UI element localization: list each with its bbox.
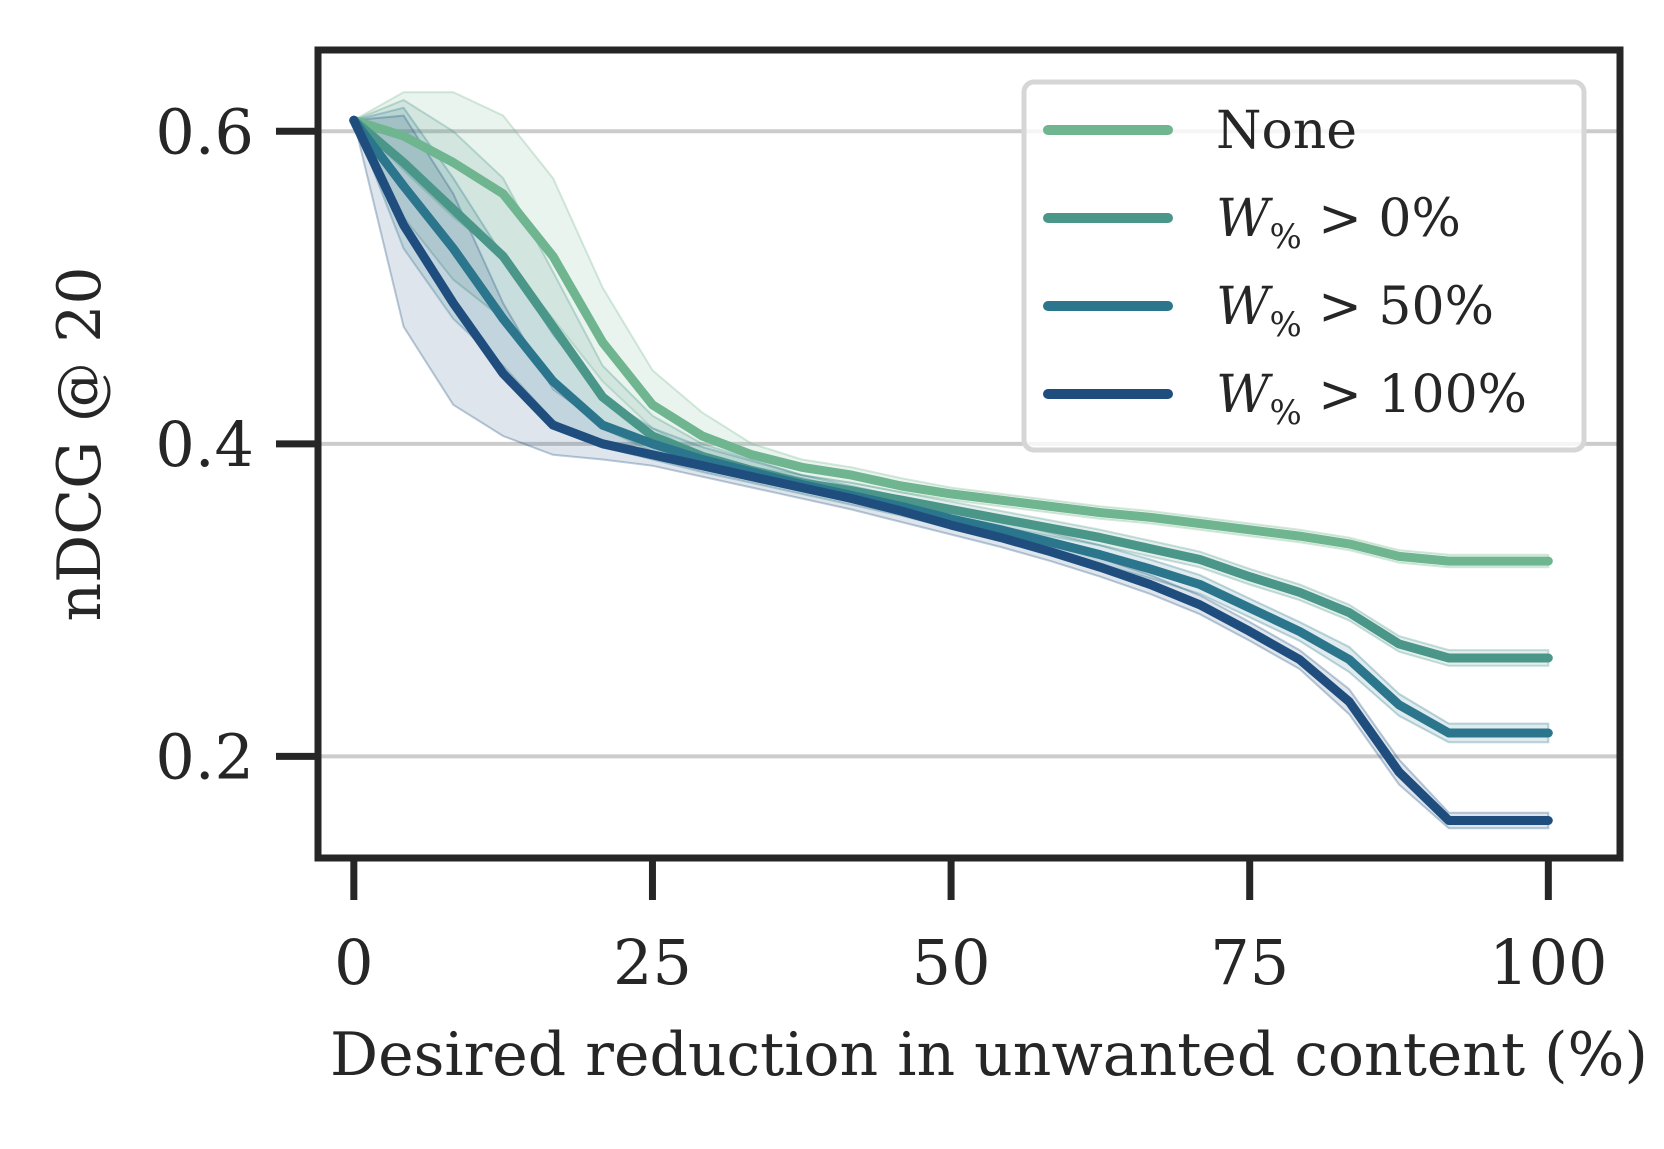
series-line xyxy=(349,115,1553,738)
series-line xyxy=(349,115,1553,663)
x-tick-label: 0 xyxy=(334,926,373,999)
x-tick-label: 50 xyxy=(912,926,991,999)
y-tick-label: 0.2 xyxy=(155,720,254,793)
legend-label: W% > 0% xyxy=(1216,189,1461,257)
y-tick-label: 0.4 xyxy=(155,408,254,481)
y-tick-label: 0.6 xyxy=(155,95,254,168)
series-lines xyxy=(349,115,1553,825)
y-axis-label: nDCG @ 20 xyxy=(45,266,115,621)
legend: None W% > 0% W% > 50% W% > 100% xyxy=(1021,79,1587,453)
legend-label: W% > 50% xyxy=(1216,277,1494,345)
y-axis-ticks: 0.2 0.4 0.6 xyxy=(155,95,318,793)
x-tick-label: 100 xyxy=(1489,926,1607,999)
legend-box xyxy=(1021,79,1587,453)
legend-label: W% > 100% xyxy=(1216,365,1527,433)
legend-label: None xyxy=(1216,101,1357,161)
x-axis-label: Desired reduction in unwanted content (%… xyxy=(330,1020,1648,1090)
plot-frame xyxy=(314,46,1624,862)
x-tick-label: 75 xyxy=(1210,926,1289,999)
x-axis-ticks: 0 25 50 75 100 xyxy=(334,858,1608,999)
series-line xyxy=(349,115,1553,825)
series-line xyxy=(349,115,1553,566)
x-tick-label: 25 xyxy=(613,926,692,999)
